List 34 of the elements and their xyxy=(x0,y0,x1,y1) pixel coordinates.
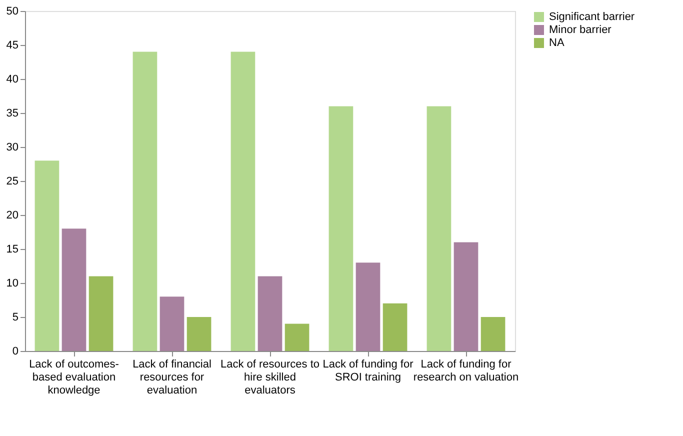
bar xyxy=(34,160,60,351)
bar xyxy=(480,317,506,351)
bar xyxy=(454,242,478,351)
y-tick-label: 5 xyxy=(12,312,18,324)
legend-label: NA xyxy=(549,37,565,49)
bar xyxy=(186,317,212,351)
x-tick-label: Lack of financial resources for evaluation xyxy=(132,358,212,396)
y-tick-label: 30 xyxy=(6,142,18,154)
bar xyxy=(62,228,86,351)
y-tick-label: 20 xyxy=(6,210,18,222)
bar xyxy=(426,106,452,351)
y-tick-label: 35 xyxy=(6,108,18,120)
bar xyxy=(258,276,282,351)
legend-label: Minor barrier xyxy=(549,24,612,36)
bar xyxy=(160,296,184,351)
bar xyxy=(382,303,408,351)
bar xyxy=(230,52,256,351)
y-tick-label: 45 xyxy=(6,40,18,52)
x-tick-label: Lack of funding for research on valuation xyxy=(413,358,519,384)
bar xyxy=(328,106,354,351)
y-tick-label: 50 xyxy=(6,6,18,18)
x-tick-label: Lack of outcomes-based evaluation knowledge xyxy=(29,358,120,396)
bar xyxy=(88,276,114,351)
bar xyxy=(356,262,380,351)
bar xyxy=(132,52,158,351)
y-tick-label: 15 xyxy=(6,244,18,256)
bar xyxy=(284,324,310,351)
y-tick-label: 0 xyxy=(12,346,18,358)
y-tick-label: 25 xyxy=(6,176,18,188)
x-tick-label: Lack of funding for SROI training xyxy=(322,358,414,384)
legend-label: Significant barrier xyxy=(549,11,635,23)
y-tick-label: 10 xyxy=(6,278,18,290)
y-tick-label: 40 xyxy=(6,74,18,86)
x-tick-label: Lack of resources to hire skilled evaluators xyxy=(220,358,320,396)
